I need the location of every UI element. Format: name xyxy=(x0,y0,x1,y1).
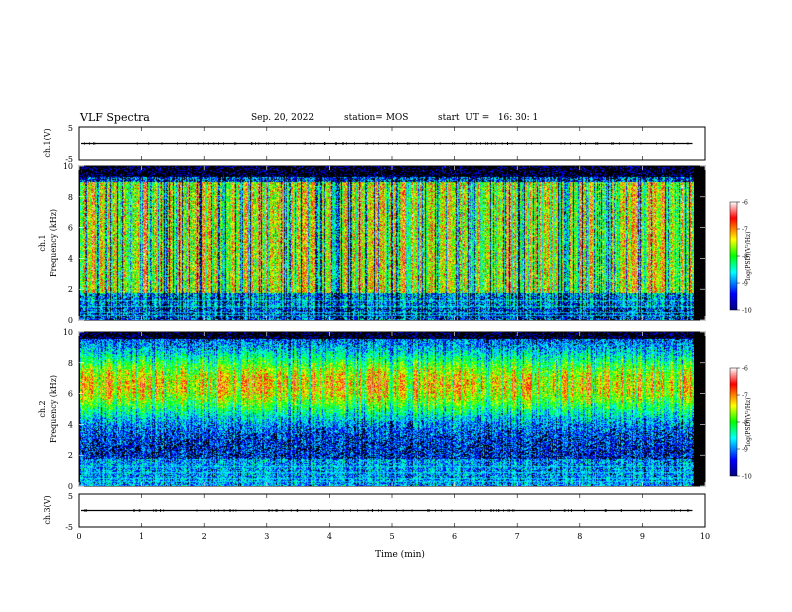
colorbar-tick-label: -8 xyxy=(742,254,748,261)
chart-title: VLF Spectra xyxy=(80,111,150,124)
ch3-waveform-panel: 5 -5 ch.3(V) 0 1 2 3 4 5 6 7 8 9 10 Time (min) xyxy=(43,127,710,560)
ch1-spectrogram-panel: 0 2 4 6 8 10 ch.1 Frequency (kHz) -6 -7 -8 -9 -10… xyxy=(38,162,752,325)
freq-tick-label: 8 xyxy=(68,359,73,368)
colorbar-tick-label: -7 xyxy=(742,393,748,400)
ch1-spectrogram-image xyxy=(80,166,694,320)
colorbar-tick-label: -9 xyxy=(742,281,748,288)
x-tick-label: 5 xyxy=(389,532,394,541)
ch1-ylabel: ch.1(V) xyxy=(43,128,52,157)
ch2-colorbar xyxy=(729,367,738,477)
ch3-ytick-bottom: -5 xyxy=(65,523,73,532)
x-tick-label: 3 xyxy=(264,532,269,541)
ch2-frequency-axis: 0 2 4 6 8 10 xyxy=(63,328,705,491)
ch1-spec-ylabel-ch: ch.1 xyxy=(38,234,47,251)
ch2-spec-ylabel-ch: ch.2 xyxy=(38,400,47,417)
spectrogram-raster xyxy=(80,166,694,320)
x-tick-label: 8 xyxy=(577,532,582,541)
time-axis: 0 1 2 3 4 5 6 7 8 9 10 xyxy=(76,127,710,541)
freq-tick-label: 6 xyxy=(68,224,73,233)
x-tick-label: 10 xyxy=(700,532,710,541)
ch3-waveform-trace xyxy=(81,509,693,512)
freq-tick-label: 0 xyxy=(68,482,73,491)
colorbar-tick-label: -7 xyxy=(742,227,748,234)
colorbar-tick-label: -6 xyxy=(742,200,748,207)
x-axis-label: Time (min) xyxy=(375,549,425,560)
freq-tick-label: 10 xyxy=(63,162,73,171)
ch2-colorbar-label: log(PSD)(V²/Hz) xyxy=(745,398,752,447)
ch1-ytick-top: 5 xyxy=(68,124,73,133)
x-tick-label: 7 xyxy=(515,532,520,541)
date-label: Sep. 20, 2022 xyxy=(251,113,315,123)
freq-tick-label: 2 xyxy=(68,451,73,460)
ch2-spectrogram-image xyxy=(80,332,694,486)
spectrogram-raster xyxy=(80,332,694,486)
ch3-ylabel: ch.3(V) xyxy=(43,495,52,524)
x-tick-label: 1 xyxy=(139,532,144,541)
start-ut-label: start UT = 16: 30: 1 xyxy=(438,113,539,123)
freq-tick-label: 6 xyxy=(68,390,73,399)
freq-tick-label: 4 xyxy=(68,420,73,429)
ch3-ytick-top: 5 xyxy=(68,492,73,501)
ch1-colorbar xyxy=(729,201,738,311)
freq-tick-label: 4 xyxy=(68,254,73,263)
ch1-colorbar-ticks: -6 -7 -8 -9 -10 xyxy=(737,200,752,315)
x-tick-label: 0 xyxy=(76,532,81,541)
freq-tick-label: 10 xyxy=(63,328,73,337)
freq-tick-label: 8 xyxy=(68,193,73,202)
ch1-waveform-trace xyxy=(81,142,693,145)
ch1-ytick-bottom: -5 xyxy=(65,155,73,164)
colorbar-tick-label: -8 xyxy=(742,420,748,427)
ch2-colorbar-ticks: -6 -7 -8 -9 -10 xyxy=(737,366,752,481)
colorbar-tick-label: -10 xyxy=(742,474,752,481)
ch2-spectrogram-panel: 0 2 4 6 8 10 ch.2 Frequency (kHz) -6 -7 -8 -9 -10… xyxy=(38,328,752,491)
freq-tick-label: 2 xyxy=(68,285,73,294)
colorbar-tick-label: -6 xyxy=(742,366,748,373)
ch1-spec-ylabel-freq: Frequency (kHz) xyxy=(49,209,58,277)
station-label: station= MOS xyxy=(344,113,409,123)
colorbar-tick-label: -9 xyxy=(742,447,748,454)
freq-tick-label: 0 xyxy=(68,316,73,325)
ch1-colorbar-label: log(PSD)(V²/Hz) xyxy=(745,232,752,281)
x-tick-label: 9 xyxy=(640,532,645,541)
ch2-spec-ylabel-freq: Frequency (kHz) xyxy=(49,375,58,443)
x-tick-label: 2 xyxy=(202,532,207,541)
ch1-waveform-panel: 5 -5 ch.1(V) xyxy=(43,124,706,164)
ch1-frequency-axis: 0 2 4 6 8 10 xyxy=(63,162,705,325)
x-tick-label: 6 xyxy=(452,532,457,541)
x-tick-label: 4 xyxy=(327,532,332,541)
colorbar-tick-label: -10 xyxy=(742,308,752,315)
